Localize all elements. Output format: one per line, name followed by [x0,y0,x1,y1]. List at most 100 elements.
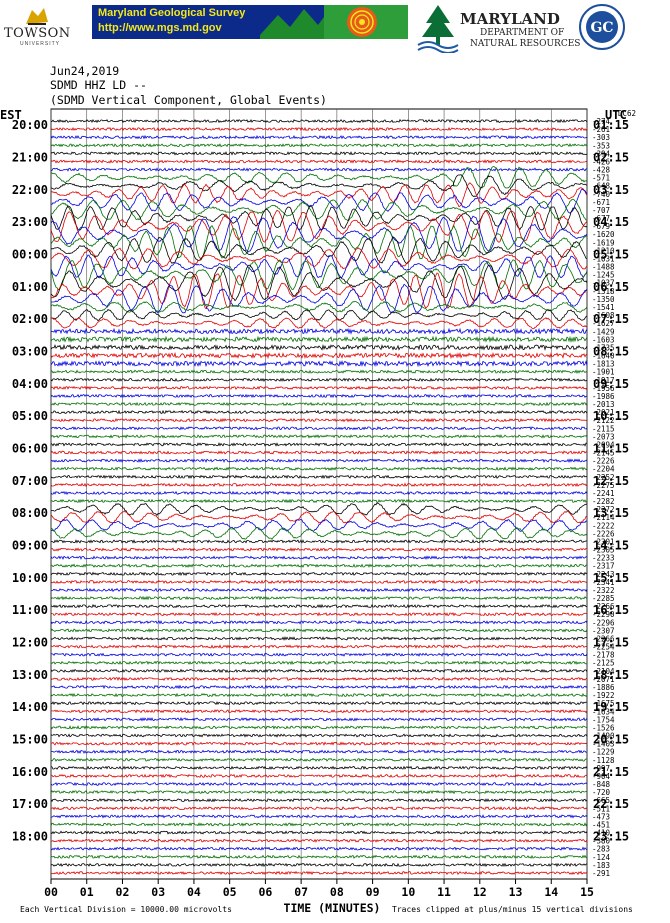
seismic-trace [50,159,588,164]
utc-hour-label: 03:15 [593,183,629,197]
seismic-trace [50,798,588,803]
seismic-trace [50,555,588,560]
est-hour-label: 04:00 [12,377,48,391]
x-tick-label: 15 [580,885,594,899]
mgs-url-link[interactable]: http://www.mgs.md.gov [98,22,222,34]
trace-offset-label: -2305 [592,546,615,555]
seismic-trace [50,498,588,504]
x-tick-label: 13 [509,885,523,899]
trace-offset-label: -1031 [592,254,615,263]
trace-offset-label: -1210 [592,246,615,255]
scale-caption: Each Vertical Division = 10000.00 microv… [20,905,232,914]
trace-offset-label: -2296 [592,618,615,627]
seismic-trace [51,749,588,754]
x-tick-label: 14 [544,885,558,899]
seismic-trace [50,838,588,843]
seismic-trace [50,188,588,214]
trace-offset-label: -2122 [592,416,615,425]
trace-offset-label: -353 [592,141,610,150]
trace-offset-label: -1922 [592,691,615,700]
seismic-trace [50,510,588,524]
trace-offset-label: -2301 [592,537,615,546]
mgs-banner[interactable] [92,5,408,39]
trace-offset-label: -2114 [592,513,615,522]
towson-logo-subtext: UNIVERSITY [20,41,61,47]
est-hour-label: 06:00 [12,441,48,455]
seismic-trace [50,215,588,253]
seismic-trace [50,474,588,479]
seismic-trace [50,351,588,360]
seismic-trace [50,757,588,762]
est-hour-label: 07:00 [12,474,48,488]
utc-hour-label: 17:15 [593,636,629,650]
x-tick-label: 09 [366,885,380,899]
trace-offset-label: -2241 [592,489,615,498]
trace-offset-label: -283 [592,845,610,854]
est-hour-label: 15:00 [12,733,48,747]
seismic-trace [50,611,588,617]
seismic-trace [50,393,588,399]
seismic-trace [50,846,588,851]
seismic-trace [50,426,588,431]
seismic-trace [50,369,588,375]
est-hour-label: 00:00 [12,247,48,261]
seismic-trace [50,300,588,314]
trace-offset-label: -380 [592,837,611,846]
x-tick-label: 12 [473,885,487,899]
seismic-trace [50,518,588,532]
seismic-trace [50,571,588,577]
seismic-trace [50,628,588,633]
utc-hour-label: 12:15 [593,474,629,488]
dnr-tree-icon [417,5,459,53]
trace-offset-label: -303 [592,133,610,142]
trace-offset-label: -679 [592,222,610,231]
seismic-trace [50,579,587,585]
trace-offset-label: -124 [592,853,611,862]
seismic-trace [50,684,588,690]
trace-offset-label: -511 [592,804,610,813]
x-tick-label: 02 [116,885,130,899]
seismic-trace [50,335,588,343]
x-tick-label: 01 [80,885,94,899]
trace-offset-label: -2243 [592,570,615,579]
trace-offset-label: -2013 [592,400,615,409]
goucher-college-seal-icon: GC [579,4,625,50]
seismic-trace [50,458,588,463]
seismic-trace [50,716,588,722]
trace-offset-label: -2071 [592,675,615,684]
seismic-trace [50,862,588,868]
trace-offset-label: -720 [592,788,611,797]
seismic-trace [50,709,588,714]
seismic-trace [50,118,588,124]
utc-hour-label: 10:15 [593,409,629,423]
trace-offset-label: -261 [592,125,610,134]
est-hour-label: 02:00 [12,312,48,326]
est-hour-label: 10:00 [12,571,48,585]
mgs-title-link[interactable]: Maryland Geological Survey [98,7,246,19]
trace-offset-label: -2252 [592,473,615,482]
trace-offset-label: -1526 [592,723,615,732]
seismic-trace [50,660,587,666]
trace-offset-label: -473 [592,812,610,821]
trace-offset-label: -2266 [592,634,615,643]
utc-hour-label: 19:15 [593,700,629,714]
trace-offset-label: -1901 [592,368,615,377]
x-tick-label: 05 [223,885,237,899]
seismic-trace [50,409,588,415]
trace-offset-label: -1754 [592,715,615,724]
trace-offset-label: -2307 [592,626,615,635]
station-code: SDMD HHZ LD -- [50,78,147,92]
trace-offset-label: -410 [592,829,611,838]
seismic-trace [50,652,588,657]
seismic-trace [50,385,588,391]
seismic-trace [50,620,588,625]
seismic-trace [50,143,588,148]
seismic-trace [50,209,588,243]
trace-offset-label: -1603 [592,335,615,344]
seismic-trace [50,539,588,544]
trace-offset-label: -1619 [592,238,615,247]
trace-offset-label: -1429 [592,327,615,336]
x-tick-label: 10 [401,885,415,899]
seismic-trace [50,264,588,302]
